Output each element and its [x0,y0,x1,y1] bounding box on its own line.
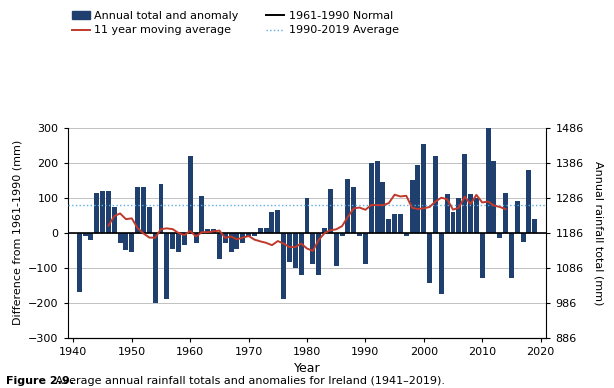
Bar [462,154,467,233]
Bar [95,192,99,233]
Bar [433,156,438,233]
Bar [130,233,134,252]
Bar [235,233,239,248]
Bar [112,206,117,233]
Bar [182,233,187,245]
Bar [252,233,257,236]
Bar [82,233,88,236]
Bar [246,233,251,236]
Bar [526,170,532,233]
Bar [491,161,496,233]
Bar [205,229,210,233]
Bar [334,233,339,266]
Bar [258,227,263,233]
Bar [211,229,216,233]
Bar [200,196,204,233]
Bar [305,198,309,233]
Bar [263,227,268,233]
Bar [322,227,327,233]
Bar [515,201,519,233]
Bar [147,206,152,233]
Bar [532,219,537,233]
Bar [275,210,280,233]
Bar [217,233,222,259]
Bar [293,233,298,268]
Bar [351,187,356,233]
Bar [298,233,304,275]
Bar [193,233,198,243]
Legend: Annual total and anomaly, 11 year moving average, 1961-1990 Normal, 1990-2019 Av: Annual total and anomaly, 11 year moving… [68,7,403,40]
Bar [375,161,379,233]
Bar [357,233,362,236]
Bar [486,123,491,233]
Bar [135,187,140,233]
Bar [310,233,316,264]
Bar [228,233,233,252]
Bar [328,189,333,233]
Bar [88,233,93,240]
Bar [421,144,426,233]
Bar [316,233,321,275]
Y-axis label: Annual rainfall total (mm): Annual rainfall total (mm) [593,161,603,305]
Bar [410,180,414,233]
X-axis label: Year: Year [293,362,321,375]
Bar [363,233,368,264]
Bar [503,192,508,233]
Bar [170,233,175,248]
Bar [427,233,432,283]
Bar [106,191,111,233]
Bar [468,194,473,233]
Bar [509,233,514,278]
Bar [165,233,169,299]
Bar [188,156,193,233]
Bar [480,233,484,278]
Bar [100,191,105,233]
Bar [439,233,444,294]
Bar [369,163,374,233]
Bar [281,233,286,299]
Bar [521,233,526,241]
Text: Figure 2.9.: Figure 2.9. [6,376,74,386]
Bar [497,233,502,238]
Bar [176,233,181,252]
Bar [456,198,461,233]
Bar [270,212,274,233]
Bar [223,233,228,243]
Bar [153,233,158,303]
Bar [123,233,128,250]
Text: Average annual rainfall totals and anomalies for Ireland (1941–2019).: Average annual rainfall totals and anoma… [52,376,445,386]
Bar [240,233,245,243]
Bar [340,233,344,236]
Bar [416,165,421,233]
Bar [392,213,397,233]
Bar [77,233,82,292]
Bar [158,184,163,233]
Bar [141,187,146,233]
Bar [398,213,403,233]
Bar [381,182,386,233]
Bar [445,194,449,233]
Bar [404,233,409,236]
Bar [118,233,123,243]
Y-axis label: Difference from 1961-1990 (mm): Difference from 1961-1990 (mm) [12,140,23,326]
Bar [346,178,351,233]
Bar [386,219,391,233]
Bar [451,212,456,233]
Bar [474,198,479,233]
Bar [287,233,292,262]
